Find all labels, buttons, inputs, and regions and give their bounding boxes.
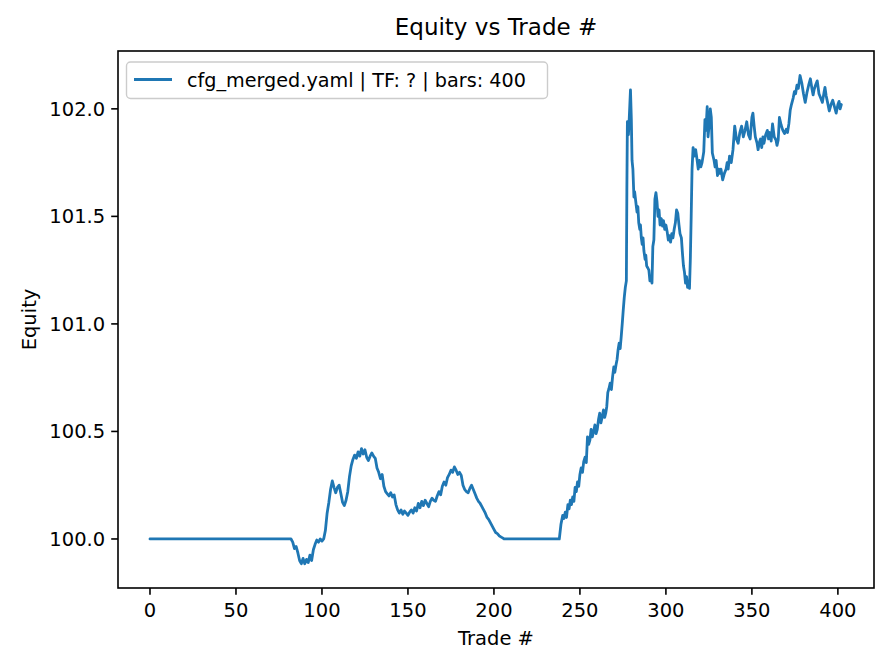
y-tick-label: 100.5 <box>49 420 105 443</box>
x-tick-label: 150 <box>389 599 426 622</box>
x-tick-label: 0 <box>144 599 156 622</box>
x-tick-label: 300 <box>647 599 684 622</box>
legend-label: cfg_merged.yaml | TF: ? | bars: 400 <box>187 69 526 92</box>
y-axis-label: Equity <box>18 289 41 351</box>
x-tick-label: 400 <box>819 599 856 622</box>
legend: cfg_merged.yaml | TF: ? | bars: 400 <box>127 62 548 99</box>
x-tick-label: 100 <box>303 599 340 622</box>
x-tick-label: 50 <box>224 599 249 622</box>
x-tick-label: 350 <box>733 599 770 622</box>
y-tick-label: 100.0 <box>49 528 105 551</box>
x-axis-label: Trade # <box>457 627 534 650</box>
figure: Equity vs Trade # 0 50 100 150 200 250 300 350 4… <box>0 0 896 672</box>
y-tick-label: 101.0 <box>49 313 105 336</box>
figure-background <box>0 0 896 672</box>
x-tick-label: 250 <box>561 599 598 622</box>
chart-title: Equity vs Trade # <box>395 14 598 40</box>
equity-vs-trade-chart: Equity vs Trade # 0 50 100 150 200 250 300 350 4… <box>0 0 896 672</box>
y-tick-label: 102.0 <box>49 98 105 121</box>
y-tick-label: 101.5 <box>49 205 105 228</box>
x-tick-label: 200 <box>475 599 512 622</box>
